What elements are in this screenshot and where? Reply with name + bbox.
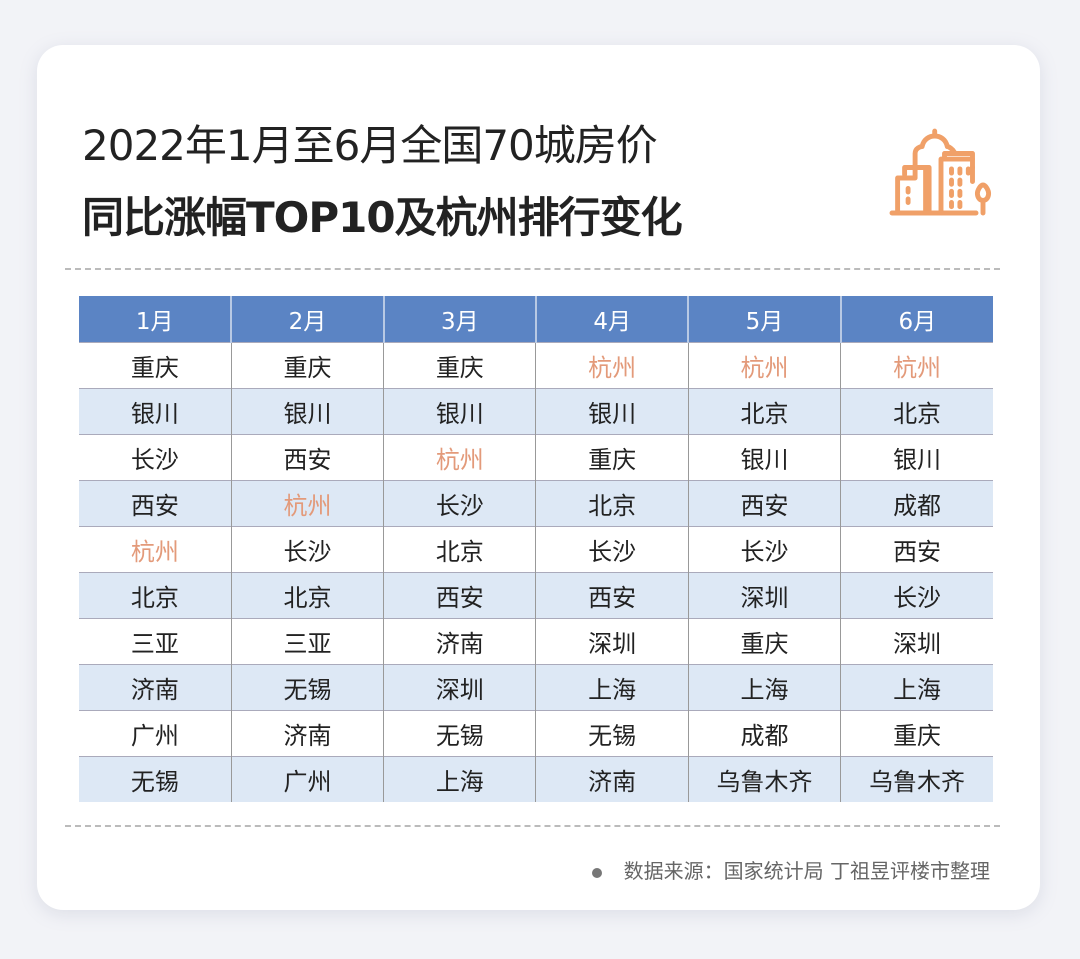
source-note: 数据来源：国家统计局 丁祖昱评楼市整理 <box>591 855 990 884</box>
city-cell: 上海 <box>383 756 536 802</box>
city-cell: 杭州 <box>383 434 536 481</box>
city-cell: 重庆 <box>230 342 384 389</box>
city-cell: 杭州 <box>535 342 689 389</box>
ranking-table: 1月 2月 3月 4月 5月 6月 重庆 重庆 重庆 杭州 杭州 杭州 银川 银川 银川 银川 北京 北京 长沙西… <box>79 296 993 802</box>
table-row: 杭州 长沙 北京 长沙 长沙 西安 <box>79 526 993 573</box>
city-cell: 银川 <box>535 388 689 435</box>
city-cell: 银川 <box>383 388 536 435</box>
city-cell: 杭州 <box>230 480 384 527</box>
city-cell: 银川 <box>840 434 993 481</box>
city-cell: 深圳 <box>535 618 689 665</box>
city-cell: 西安 <box>535 572 689 619</box>
city-cell: 上海 <box>687 664 841 711</box>
city-cell: 长沙 <box>687 526 841 573</box>
city-cell: 北京 <box>840 388 993 435</box>
city-cell: 西安 <box>687 480 841 527</box>
city-buildings-icon <box>889 128 992 216</box>
city-cell: 银川 <box>230 388 384 435</box>
city-cell: 银川 <box>687 434 841 481</box>
city-cell: 北京 <box>383 526 536 573</box>
source-text: 数据来源：国家统计局 丁祖昱评楼市整理 <box>623 859 990 883</box>
city-cell: 重庆 <box>687 618 841 665</box>
city-cell: 长沙 <box>79 434 232 481</box>
city-cell: 无锡 <box>535 710 689 757</box>
city-cell: 三亚 <box>230 618 384 665</box>
city-cell: 济南 <box>383 618 536 665</box>
city-cell: 重庆 <box>840 710 993 757</box>
city-cell: 杭州 <box>79 526 232 573</box>
city-cell: 无锡 <box>230 664 384 711</box>
column-header: 1月 <box>79 296 232 343</box>
city-cell: 西安 <box>383 572 536 619</box>
city-cell: 杭州 <box>840 342 993 389</box>
city-cell: 广州 <box>230 756 384 802</box>
divider-top <box>65 268 1000 270</box>
table-row: 北京 北京 西安 西安 深圳 长沙 <box>79 572 993 619</box>
city-cell: 深圳 <box>687 572 841 619</box>
city-cell: 西安 <box>79 480 232 527</box>
city-cell: 北京 <box>230 572 384 619</box>
city-cell: 深圳 <box>383 664 536 711</box>
city-cell: 长沙 <box>535 526 689 573</box>
city-cell: 上海 <box>535 664 689 711</box>
city-cell: 无锡 <box>383 710 536 757</box>
city-cell: 重庆 <box>383 342 536 389</box>
city-cell: 济南 <box>230 710 384 757</box>
divider-bottom <box>65 825 1000 827</box>
city-cell: 北京 <box>535 480 689 527</box>
city-cell: 北京 <box>687 388 841 435</box>
city-cell: 长沙 <box>383 480 536 527</box>
city-cell: 深圳 <box>840 618 993 665</box>
table-row: 广州 济南 无锡 无锡 成都 重庆 <box>79 710 993 757</box>
city-cell: 长沙 <box>230 526 384 573</box>
table-row: 济南 无锡 深圳 上海 上海 上海 <box>79 664 993 711</box>
column-header: 2月 <box>230 296 384 343</box>
column-header: 4月 <box>534 296 689 343</box>
city-cell: 乌鲁木齐 <box>840 756 993 802</box>
city-cell: 重庆 <box>535 434 689 481</box>
bullet-icon <box>591 867 602 878</box>
city-cell: 上海 <box>840 664 993 711</box>
city-cell: 成都 <box>840 480 993 527</box>
column-header: 5月 <box>687 296 841 343</box>
city-cell: 长沙 <box>840 572 993 619</box>
table-row: 重庆 重庆 重庆 杭州 杭州 杭州 <box>79 342 993 389</box>
city-cell: 北京 <box>79 572 232 619</box>
column-header: 6月 <box>839 296 993 343</box>
table-row: 西安 杭州 长沙 北京 西安 成都 <box>79 480 993 527</box>
table-row: 长沙 西安 杭州 重庆 银川 银川 <box>79 434 993 481</box>
city-cell: 银川 <box>79 388 232 435</box>
city-cell: 西安 <box>840 526 993 573</box>
table-row: 银川 银川 银川 银川 北京 北京 <box>79 388 993 435</box>
city-cell: 济南 <box>535 756 689 802</box>
city-cell: 广州 <box>79 710 232 757</box>
city-cell: 重庆 <box>79 342 232 389</box>
title-line1: 2022年1月至6月全国70城房价 <box>82 121 658 170</box>
city-cell: 成都 <box>687 710 841 757</box>
city-cell: 乌鲁木齐 <box>687 756 841 802</box>
city-cell: 三亚 <box>79 618 232 665</box>
header-row: 1月 2月 3月 4月 5月 6月 <box>79 296 993 343</box>
column-header: 3月 <box>382 296 536 343</box>
table-row: 无锡 广州 上海 济南 乌鲁木齐 乌鲁木齐 <box>79 756 993 802</box>
city-cell: 济南 <box>79 664 232 711</box>
city-cell: 无锡 <box>79 756 232 802</box>
table-row: 三亚 三亚 济南 深圳 重庆 深圳 <box>79 618 993 665</box>
title-line2: 同比涨幅TOP10及杭州排行变化 <box>82 193 683 242</box>
city-cell: 西安 <box>230 434 384 481</box>
city-cell: 杭州 <box>687 342 841 389</box>
